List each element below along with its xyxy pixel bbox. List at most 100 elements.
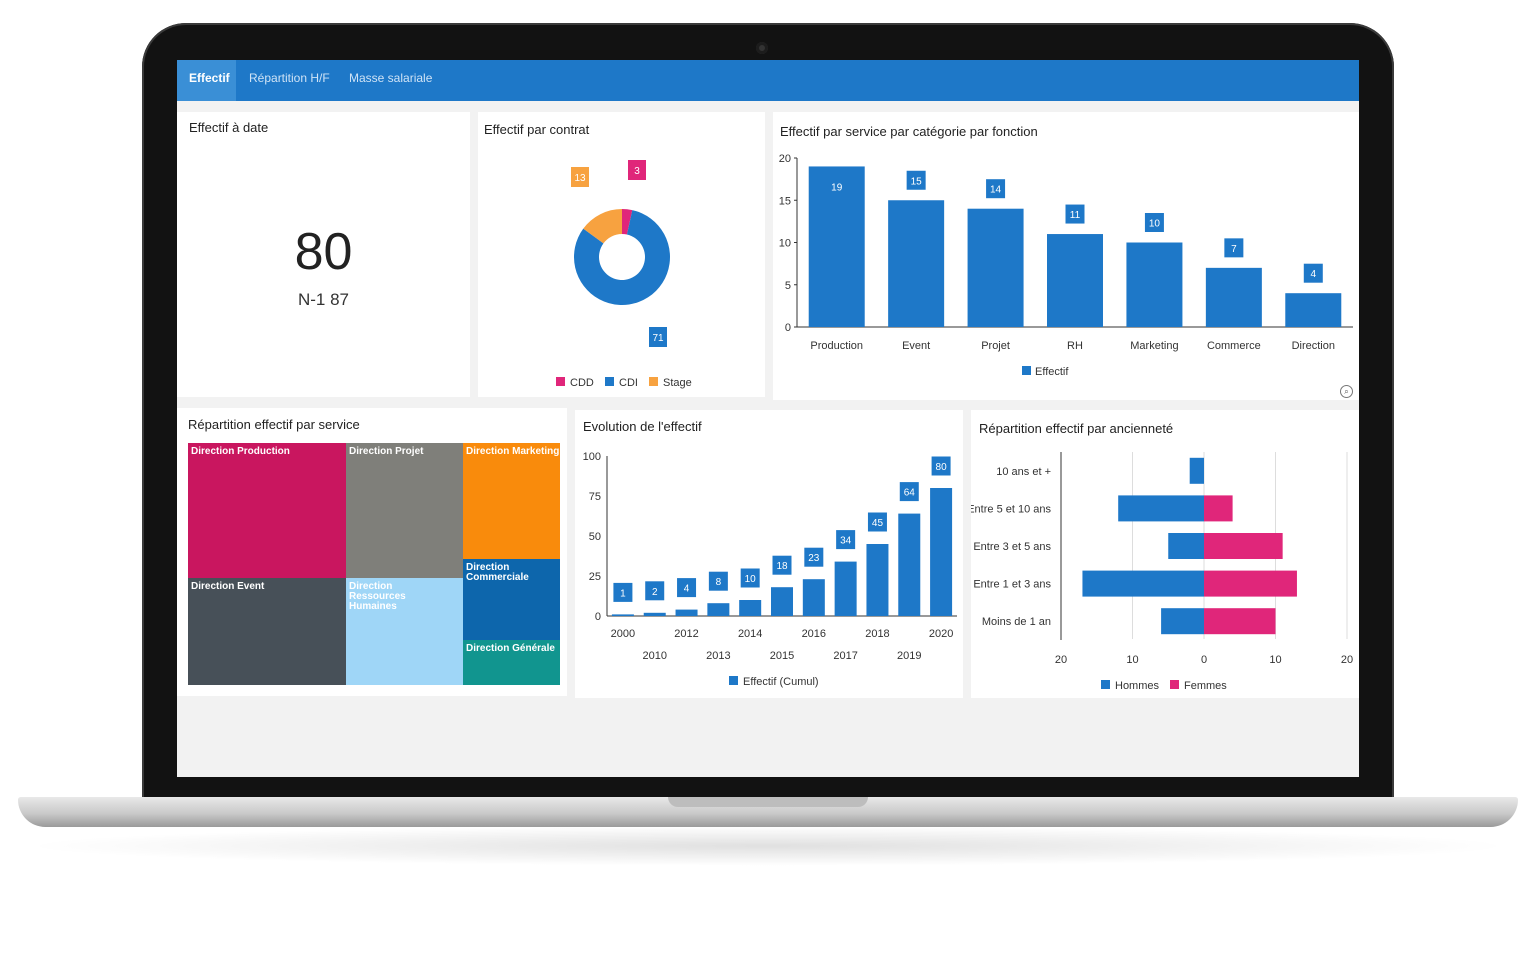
bar-value-label: 34 <box>840 536 852 547</box>
top-navigation: Effectif Répartition H/F Masse salariale <box>177 60 1359 101</box>
dashboard-screen: Effectif Répartition H/F Masse salariale… <box>177 60 1359 777</box>
bar-value-label: 11 <box>1070 210 1081 221</box>
bar-value-label-box <box>739 567 761 589</box>
laptop-notch <box>668 797 868 807</box>
bar-2000 <box>611 614 634 616</box>
seniority-title: Répartition effectif par ancienneté <box>979 421 1174 436</box>
bar-value-label: 15 <box>911 176 923 187</box>
bar-value-label-box <box>866 511 888 533</box>
bar-2018 <box>866 544 889 616</box>
bar-value-label: 14 <box>990 185 1002 196</box>
bar-femmes <box>1204 608 1276 635</box>
bar-value-label-box <box>930 455 952 477</box>
x-tick-label: 2015 <box>770 650 794 662</box>
services-card: Effectif par service par catégorie par f… <box>773 112 1359 400</box>
donut-slice-stage <box>583 209 622 244</box>
bar-hommes <box>1168 533 1204 559</box>
contract-card: Effectif par contrat 3 71 13 CDD CDI Stage <box>478 112 765 397</box>
x-tick-label: 2016 <box>802 628 826 640</box>
bar-value-label: 80 <box>936 462 948 473</box>
donut-label-box <box>649 327 667 347</box>
legend-swatch-hommes <box>1101 680 1110 689</box>
bar-2016 <box>802 579 825 616</box>
x-tick-label: RH <box>1067 340 1083 352</box>
treemap-cell-commerciale[interactable]: Direction Commerciale <box>463 559 560 640</box>
tab-repartition-hf[interactable]: Répartition H/F <box>249 71 330 85</box>
donut-slice-cdi <box>574 210 670 305</box>
bar-value-label: 64 <box>904 488 916 499</box>
bar-2020 <box>930 488 953 616</box>
legend-swatch-cdi <box>605 377 614 386</box>
evolution-title: Evolution de l'effectif <box>583 419 702 434</box>
bar-hommes <box>1189 457 1204 484</box>
bar-value-label-box <box>707 570 729 592</box>
treemap-cell-label: Direction Projet <box>349 446 424 457</box>
x-tick-label: 2020 <box>929 628 953 640</box>
bar-value-label: 23 <box>808 553 820 564</box>
treemap-cell-projet[interactable]: Direction Projet <box>346 443 463 578</box>
y-tick-label: 0 <box>595 611 601 623</box>
treemap-cell-generale[interactable]: Direction Générale <box>463 640 560 685</box>
treemap-cell-label: Direction Marketing <box>466 446 560 457</box>
x-tick-label: 2010 <box>642 650 666 662</box>
treemap-cell-production[interactable]: Direction Production <box>188 443 346 578</box>
bar-value-label: 1 <box>620 588 626 599</box>
bar-femmes <box>1204 495 1233 522</box>
bar-femmes <box>1204 570 1297 597</box>
donut-slice-cdd <box>622 209 633 235</box>
legend-label-hommes: Hommes <box>1115 680 1160 692</box>
bar-value-label-box <box>771 554 793 576</box>
legend-swatch-stage <box>649 377 658 386</box>
x-tick-label: 2013 <box>706 650 730 662</box>
bar-value-label: 4 <box>684 584 690 595</box>
bar-value-label: 2 <box>652 587 658 598</box>
y-tick-label: 75 <box>589 491 601 503</box>
bar-value-label-box <box>835 529 857 551</box>
bar-value-label: 19 <box>831 182 843 193</box>
y-category-label: Entre 1 et 3 ans <box>973 579 1051 591</box>
bar-2019 <box>898 513 921 616</box>
x-tick-label: 2014 <box>738 628 762 640</box>
treemap-cell-marketing[interactable]: Direction Marketing <box>463 443 560 559</box>
laptop-shadow <box>20 826 1516 866</box>
x-tick-label: Direction <box>1292 340 1335 352</box>
bar-direction <box>1285 293 1342 327</box>
treemap-cell-event[interactable]: Direction Event <box>188 578 346 685</box>
tab-masse-salariale[interactable]: Masse salariale <box>349 71 433 85</box>
x-tick-label: 2000 <box>611 628 635 640</box>
x-tick-label: 2018 <box>865 628 889 640</box>
x-tick-label: Production <box>810 340 863 352</box>
treemap-cell-rh[interactable]: Direction Ressources Humaines <box>346 578 463 685</box>
bar-value-label-box <box>612 581 634 603</box>
seniority-card: Répartition effectif par ancienneté 20 10… <box>971 410 1359 698</box>
legend-label-cdd: CDD <box>570 377 594 389</box>
zoom-icon[interactable]: ⌕ <box>1340 385 1353 398</box>
legend-label-cdi: CDI <box>619 377 638 389</box>
x-tick-label: Marketing <box>1130 340 1178 352</box>
donut-label-box <box>571 167 589 187</box>
y-tick-label: 15 <box>779 195 791 207</box>
bar-commerce <box>1205 267 1262 327</box>
bar-value-label-box <box>1143 212 1165 233</box>
bar-marketing <box>1126 242 1183 327</box>
kpi-value: 80 <box>294 223 353 281</box>
bar-production <box>808 166 865 327</box>
tab-effectif[interactable]: Effectif <box>177 60 236 101</box>
x-tick-label: 20 <box>1055 654 1067 666</box>
x-tick-label: 2019 <box>897 650 921 662</box>
bar-2017 <box>834 561 857 616</box>
donut-value-label: 71 <box>652 333 664 344</box>
bar-2015 <box>771 587 793 616</box>
bar-value-label: 8 <box>716 577 722 588</box>
y-tick-label: 20 <box>779 153 791 165</box>
x-tick-label: 20 <box>1341 654 1353 666</box>
y-tick-label: 100 <box>583 451 601 463</box>
donut-value-label: 3 <box>634 166 640 177</box>
x-tick-label: 0 <box>1201 654 1207 666</box>
x-tick-label: Event <box>902 340 930 352</box>
bar-value-label-box <box>676 577 698 599</box>
legend-label-stage: Stage <box>663 377 692 389</box>
bar-hommes <box>1082 570 1204 597</box>
legend-swatch-effectif <box>1022 366 1031 375</box>
bar-hommes <box>1161 608 1204 635</box>
